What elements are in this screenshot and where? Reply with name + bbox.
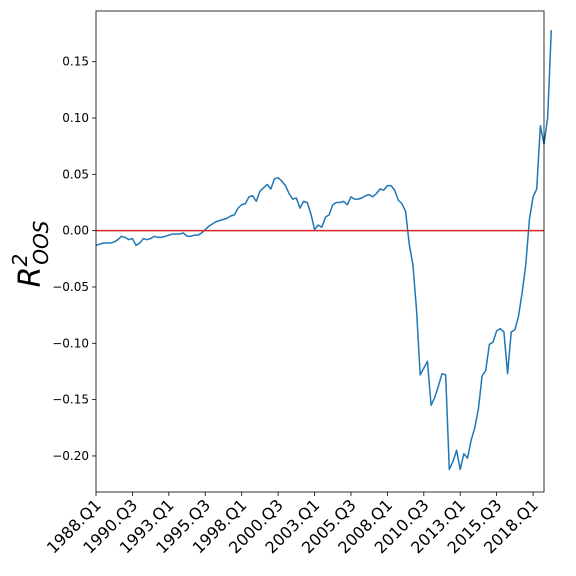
y-tick-label: 0.05 xyxy=(62,167,89,181)
y-tick-label: −0.20 xyxy=(52,449,89,463)
plot-area xyxy=(96,11,544,492)
y-axis-label-superscript: 2 xyxy=(8,254,32,267)
axes-frame xyxy=(95,10,545,493)
plot-background xyxy=(96,11,544,492)
x-axis: 1988.Q11990.Q31993.Q11995.Q31998.Q12000.… xyxy=(43,492,542,557)
y-axis-label-subscript: OOS xyxy=(29,220,53,264)
y-tick-label: 0.15 xyxy=(62,55,89,69)
y-tick-label: 0.00 xyxy=(62,224,89,238)
y-tick-label: −0.05 xyxy=(52,280,89,294)
y-axis-label: R2OOS xyxy=(8,220,53,287)
axes-border xyxy=(95,10,545,493)
series-line-0 xyxy=(95,30,553,471)
y-axis: −0.20 −0.15 −0.10 −0.05 0.00 0.05 0.10 0.15 xyxy=(52,55,96,463)
y-axis-label-base: R xyxy=(13,267,48,288)
y-tick-label: −0.15 xyxy=(52,393,89,407)
y-tick-label: 0.10 xyxy=(62,111,89,125)
y-tick-label: −0.10 xyxy=(52,336,89,350)
series-layer xyxy=(95,30,553,471)
